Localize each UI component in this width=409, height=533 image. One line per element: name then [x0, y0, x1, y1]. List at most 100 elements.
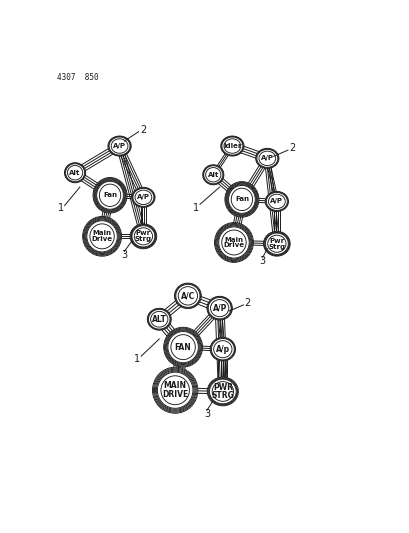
Ellipse shape — [203, 166, 222, 184]
Text: Main
Drive: Main Drive — [91, 230, 112, 242]
Ellipse shape — [216, 225, 250, 260]
Text: MAIN
DRIVE: MAIN DRIVE — [162, 382, 188, 399]
Text: A/P: A/P — [113, 143, 126, 149]
Ellipse shape — [263, 231, 290, 256]
Ellipse shape — [256, 149, 278, 168]
Text: A/C: A/C — [180, 292, 195, 300]
Ellipse shape — [111, 139, 128, 154]
Ellipse shape — [258, 151, 275, 166]
Text: 2: 2 — [244, 298, 250, 308]
Ellipse shape — [255, 148, 278, 168]
Ellipse shape — [165, 329, 200, 365]
Text: A/P: A/P — [212, 304, 226, 313]
Ellipse shape — [94, 178, 126, 212]
Text: 3: 3 — [259, 256, 265, 266]
Ellipse shape — [221, 137, 242, 155]
Ellipse shape — [83, 217, 120, 255]
Ellipse shape — [133, 188, 153, 206]
Ellipse shape — [218, 227, 249, 258]
Text: Alt: Alt — [69, 169, 81, 176]
Ellipse shape — [153, 368, 196, 412]
Text: FAN: FAN — [174, 343, 191, 352]
Ellipse shape — [211, 338, 234, 360]
Ellipse shape — [93, 177, 127, 213]
Ellipse shape — [161, 376, 189, 405]
Ellipse shape — [152, 367, 198, 413]
Text: PWR
STRG: PWR STRG — [211, 383, 234, 400]
Ellipse shape — [94, 179, 125, 212]
Text: 3: 3 — [121, 250, 127, 260]
Ellipse shape — [109, 137, 130, 155]
Text: 4307  850: 4307 850 — [57, 73, 98, 82]
Ellipse shape — [207, 296, 232, 320]
Ellipse shape — [227, 184, 255, 214]
Ellipse shape — [214, 223, 253, 262]
Ellipse shape — [226, 183, 257, 216]
Ellipse shape — [207, 378, 237, 405]
Ellipse shape — [86, 220, 118, 253]
Ellipse shape — [221, 136, 243, 156]
Ellipse shape — [208, 297, 231, 319]
Ellipse shape — [264, 232, 288, 255]
Text: 2: 2 — [288, 143, 294, 153]
Ellipse shape — [64, 163, 85, 183]
Text: A/p: A/p — [215, 345, 229, 354]
Ellipse shape — [224, 182, 258, 217]
Ellipse shape — [178, 287, 197, 305]
Ellipse shape — [210, 300, 228, 317]
Text: ALT: ALT — [151, 314, 166, 324]
Text: 1: 1 — [192, 203, 198, 213]
Ellipse shape — [207, 297, 231, 319]
Ellipse shape — [108, 136, 130, 156]
Text: Alt: Alt — [207, 172, 218, 178]
Ellipse shape — [148, 309, 170, 329]
Ellipse shape — [205, 167, 220, 182]
Ellipse shape — [203, 165, 223, 184]
Ellipse shape — [231, 188, 252, 211]
Ellipse shape — [171, 335, 195, 360]
Ellipse shape — [132, 188, 154, 207]
Text: Fan: Fan — [103, 192, 117, 198]
Ellipse shape — [209, 379, 236, 404]
Ellipse shape — [175, 284, 200, 308]
Ellipse shape — [65, 164, 84, 182]
Ellipse shape — [87, 221, 117, 252]
Text: Main
Drive: Main Drive — [223, 237, 244, 248]
Ellipse shape — [134, 228, 152, 245]
Ellipse shape — [83, 216, 121, 256]
Ellipse shape — [130, 224, 156, 248]
Ellipse shape — [84, 218, 119, 254]
Ellipse shape — [148, 309, 170, 329]
Ellipse shape — [166, 330, 200, 365]
Ellipse shape — [147, 308, 171, 330]
Ellipse shape — [265, 191, 288, 212]
Ellipse shape — [210, 337, 235, 361]
Ellipse shape — [266, 192, 287, 211]
Ellipse shape — [156, 371, 193, 409]
Text: Pwr
Strg: Pwr Strg — [135, 230, 152, 242]
Ellipse shape — [213, 341, 231, 358]
Ellipse shape — [217, 226, 249, 259]
Text: A/P: A/P — [260, 155, 273, 161]
Text: Pwr
Strg: Pwr Strg — [267, 238, 285, 249]
Ellipse shape — [97, 181, 123, 209]
Ellipse shape — [90, 224, 114, 249]
Ellipse shape — [208, 378, 236, 405]
Ellipse shape — [220, 136, 243, 156]
Ellipse shape — [223, 139, 240, 154]
Ellipse shape — [227, 184, 256, 215]
Text: 1: 1 — [58, 203, 64, 213]
Ellipse shape — [216, 224, 251, 261]
Ellipse shape — [166, 330, 199, 364]
Text: 3: 3 — [203, 409, 209, 418]
Text: A/P: A/P — [270, 198, 283, 205]
Ellipse shape — [265, 192, 287, 211]
Ellipse shape — [174, 283, 201, 309]
Ellipse shape — [265, 233, 288, 254]
Ellipse shape — [167, 332, 198, 363]
Text: Fan: Fan — [234, 196, 248, 203]
Ellipse shape — [215, 223, 252, 262]
Ellipse shape — [207, 377, 238, 406]
Ellipse shape — [157, 372, 193, 408]
Ellipse shape — [135, 190, 151, 205]
